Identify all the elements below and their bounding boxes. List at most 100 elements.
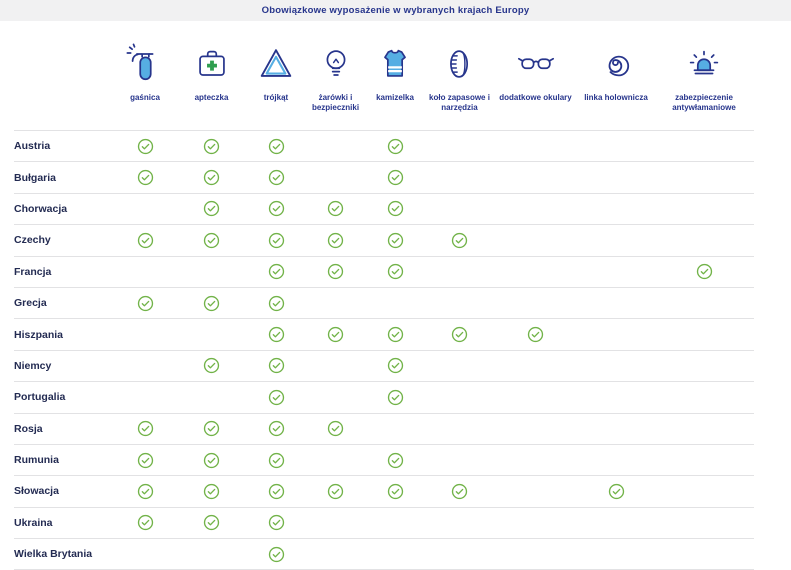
- country-label: Austria: [14, 140, 51, 153]
- check-cell: [307, 131, 364, 161]
- check-cell: [178, 382, 245, 412]
- check-cell: [426, 445, 493, 475]
- check-cell: [307, 257, 364, 287]
- table-row: Austria: [14, 131, 754, 163]
- check-cell: [426, 225, 493, 255]
- column-label: dodatkowe okulary: [499, 93, 572, 102]
- checkmark-icon: [268, 483, 285, 500]
- checkmark-icon: [203, 232, 220, 249]
- check-cell: [578, 257, 654, 287]
- check-cell: [112, 508, 178, 538]
- country-label: Bułgaria: [14, 171, 57, 184]
- warning-triangle-icon: [255, 35, 297, 93]
- check-cell: [178, 445, 245, 475]
- check-cell: [493, 194, 578, 224]
- checkmark-icon: [387, 389, 404, 406]
- checkmark-icon: [327, 326, 344, 343]
- country-cell: Portugalia: [14, 382, 112, 412]
- checkmark-icon: [268, 200, 285, 217]
- page-title: Obowiązkowe wyposażenie w wybranych kraj…: [261, 5, 530, 16]
- checkmark-icon: [268, 263, 285, 280]
- country-cell: Rumunia: [14, 445, 112, 475]
- check-cell: [112, 194, 178, 224]
- country-label: Francja: [14, 265, 52, 278]
- check-cell: [578, 288, 654, 318]
- checkmark-icon: [387, 357, 404, 374]
- check-cell: [578, 162, 654, 192]
- country-cell: Słowacja: [14, 476, 112, 506]
- check-cell: [364, 414, 426, 444]
- checkmark-icon: [387, 169, 404, 186]
- check-cell: [426, 382, 493, 412]
- table-row: Czechy: [14, 225, 754, 257]
- check-cell: [493, 225, 578, 255]
- check-cell: [245, 162, 307, 192]
- check-cell: [245, 351, 307, 381]
- check-cell: [307, 288, 364, 318]
- column-header: koło zapasowe i narzędzia: [426, 35, 493, 131]
- check-cell: [364, 162, 426, 192]
- column-label: koło zapasowe i narzędzia: [429, 93, 490, 113]
- check-cell: [112, 414, 178, 444]
- check-cell: [493, 319, 578, 349]
- checkmark-icon: [327, 263, 344, 280]
- check-cell: [493, 539, 578, 569]
- country-label: Słowacja: [14, 485, 59, 498]
- country-cell: Czechy: [14, 225, 112, 255]
- check-cell: [493, 414, 578, 444]
- check-cell: [112, 476, 178, 506]
- check-cell: [578, 319, 654, 349]
- column-header: dodatkowe okulary: [493, 35, 578, 131]
- check-cell: [654, 476, 754, 506]
- checkmark-icon: [387, 326, 404, 343]
- check-cell: [493, 508, 578, 538]
- equipment-table: gaśnica apteczka trójkąt żarówki i bezpiecz…: [0, 35, 791, 570]
- check-cell: [493, 288, 578, 318]
- check-cell: [364, 445, 426, 475]
- check-cell: [654, 194, 754, 224]
- check-cell: [307, 194, 364, 224]
- check-cell: [578, 351, 654, 381]
- check-cell: [426, 351, 493, 381]
- check-cell: [364, 351, 426, 381]
- check-cell: [578, 194, 654, 224]
- column-header: kamizelka: [364, 35, 426, 131]
- table-body: Austria Bułgaria Chorwacja Czechy Francja Gre…: [0, 131, 791, 570]
- country-label: Czechy: [14, 234, 51, 247]
- checkmark-icon: [387, 452, 404, 469]
- check-cell: [178, 288, 245, 318]
- table-row: Rumunia: [14, 445, 754, 477]
- country-cell: Rosja: [14, 414, 112, 444]
- checkmark-icon: [387, 483, 404, 500]
- check-cell: [307, 225, 364, 255]
- check-cell: [426, 508, 493, 538]
- check-cell: [245, 194, 307, 224]
- check-cell: [364, 539, 426, 569]
- column-label: apteczka: [194, 93, 229, 102]
- check-cell: [654, 162, 754, 192]
- check-cell: [654, 445, 754, 475]
- checkmark-icon: [268, 138, 285, 155]
- column-header: żarówki i bezpieczniki: [307, 35, 364, 131]
- check-cell: [245, 131, 307, 161]
- check-cell: [307, 539, 364, 569]
- check-cell: [364, 194, 426, 224]
- check-cell: [112, 257, 178, 287]
- check-cell: [178, 351, 245, 381]
- check-cell: [578, 476, 654, 506]
- country-label: Ukraina: [14, 516, 53, 529]
- check-cell: [364, 508, 426, 538]
- check-cell: [654, 288, 754, 318]
- check-cell: [112, 382, 178, 412]
- check-cell: [493, 162, 578, 192]
- check-cell: [112, 351, 178, 381]
- check-cell: [178, 131, 245, 161]
- checkmark-icon: [137, 452, 154, 469]
- checkmark-icon: [203, 483, 220, 500]
- check-cell: [112, 288, 178, 318]
- table-row: Hiszpania: [14, 319, 754, 351]
- table-row: Portugalia: [14, 382, 754, 414]
- check-cell: [307, 382, 364, 412]
- check-cell: [307, 508, 364, 538]
- checkmark-icon: [387, 138, 404, 155]
